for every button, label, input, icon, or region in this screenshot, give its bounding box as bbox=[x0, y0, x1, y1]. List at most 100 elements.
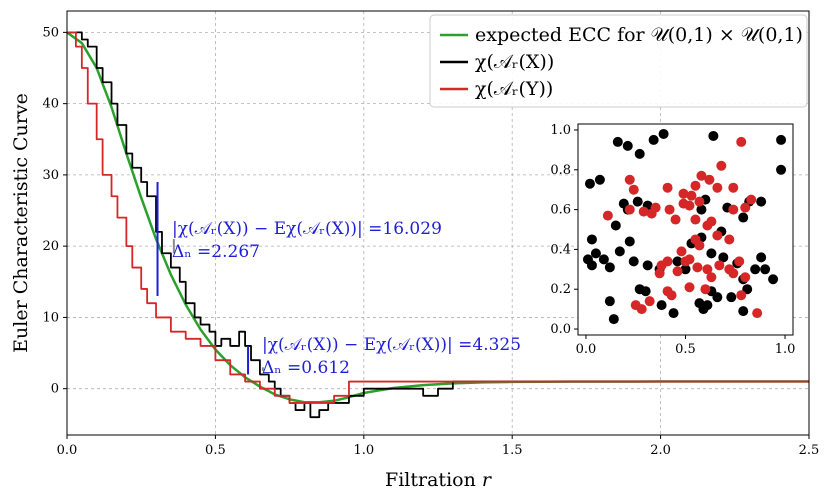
inset-point-y bbox=[702, 264, 713, 275]
inset-point-x bbox=[628, 256, 639, 267]
inset-point-y bbox=[624, 174, 635, 185]
inset-point-y bbox=[672, 266, 683, 277]
inset-x-tick-label: 1.0 bbox=[775, 342, 796, 357]
inset-point-x bbox=[750, 264, 761, 275]
inset-point-y bbox=[638, 206, 649, 217]
inset-point-y bbox=[706, 216, 717, 227]
inset-point-x bbox=[738, 306, 749, 317]
inset-point-y bbox=[628, 184, 639, 195]
inset-point-y bbox=[690, 180, 701, 191]
inset-point-y bbox=[694, 240, 705, 251]
inset-point-y bbox=[700, 284, 711, 295]
ecc-y-line bbox=[67, 31, 809, 404]
inset-point-y bbox=[728, 182, 739, 193]
annotation-delta-1: Δₙ =2.267 bbox=[172, 242, 260, 262]
annotation-bars bbox=[156, 182, 264, 375]
inset-point-y bbox=[678, 188, 689, 199]
inset-ticks: 0.0 0.5 1.0 0.0 0.2 0.4 0.6 0.8 1.0 bbox=[550, 123, 795, 357]
inset-y-tick-label: 1.0 bbox=[550, 123, 571, 138]
legend: expected ECC for 𝒰(0,1) × 𝒰(0,1) χ(𝒜ᵣ(X)… bbox=[429, 14, 808, 108]
x-tick-label: 0.0 bbox=[57, 443, 78, 458]
inset-point-x bbox=[718, 252, 729, 263]
inset-point-y bbox=[602, 210, 613, 221]
inset-point-x bbox=[612, 136, 623, 147]
inset-scatter: 0.0 0.5 1.0 0.0 0.2 0.4 0.6 0.8 1.0 bbox=[550, 123, 795, 357]
inset-point-y bbox=[662, 182, 673, 193]
inset-point-y bbox=[734, 256, 745, 267]
inset-point-x bbox=[586, 260, 597, 271]
inset-point-y bbox=[712, 230, 723, 241]
y-tick-label: 10 bbox=[42, 310, 59, 325]
inset-point-y bbox=[728, 268, 739, 279]
inset-x-tick-label: 0.0 bbox=[576, 342, 597, 357]
inset-point-x bbox=[694, 298, 705, 309]
y-tick-label: 50 bbox=[42, 25, 59, 40]
x-tick-label: 1.5 bbox=[502, 443, 523, 458]
inset-point-y bbox=[696, 170, 707, 181]
inset-y-tick-label: 0.6 bbox=[550, 203, 571, 218]
inset-point-x bbox=[738, 212, 749, 223]
inset-points bbox=[582, 128, 787, 325]
inset-x-tick-label: 0.5 bbox=[675, 342, 696, 357]
inset-point-y bbox=[728, 204, 739, 215]
inset-point-x bbox=[668, 308, 679, 319]
legend-label-x: χ(𝒜ᵣ(X)) bbox=[475, 51, 554, 73]
inset-point-x bbox=[756, 196, 767, 207]
inset-point-y bbox=[690, 214, 701, 225]
inset-point-y bbox=[694, 196, 705, 207]
inset-y-tick-label: 0.8 bbox=[550, 163, 571, 178]
inset-point-x bbox=[776, 164, 787, 175]
y-tick-label: 0 bbox=[51, 382, 59, 397]
inset-point-y bbox=[636, 304, 647, 315]
inset-point-x bbox=[658, 128, 669, 139]
inset-point-y bbox=[706, 272, 717, 283]
legend-label-expected: expected ECC for 𝒰(0,1) × 𝒰(0,1) bbox=[475, 24, 803, 46]
legend-box bbox=[429, 14, 808, 108]
inset-point-x bbox=[640, 286, 651, 297]
inset-point-y bbox=[692, 262, 703, 273]
inset-point-y bbox=[624, 204, 635, 215]
inset-point-x bbox=[614, 246, 625, 257]
inset-point-y bbox=[684, 282, 695, 293]
inset-point-y bbox=[676, 246, 687, 257]
inset-point-y bbox=[670, 214, 681, 225]
inset-point-x bbox=[590, 248, 601, 259]
y-ticks: 0 10 20 30 40 50 bbox=[42, 25, 67, 397]
inset-point-y bbox=[684, 200, 695, 211]
plot-frame bbox=[66, 10, 810, 436]
inset-point-x bbox=[622, 140, 633, 151]
inset-point-x bbox=[656, 300, 667, 311]
inset-point-x bbox=[712, 292, 723, 303]
inset-point-x bbox=[648, 134, 659, 145]
y-tick-label: 20 bbox=[42, 239, 59, 254]
inset-point-y bbox=[644, 296, 655, 307]
inset-point-y bbox=[656, 260, 667, 271]
inset-point-y bbox=[712, 182, 723, 193]
inset-y-tick-label: 0.2 bbox=[550, 282, 571, 297]
inset-point-x bbox=[680, 264, 691, 275]
inset-point-y bbox=[724, 234, 735, 245]
annotation-ecc-diff-1: |χ(𝒜ᵣ(X)) − Eχ(𝒜ᵣ(X))| =16.029 bbox=[172, 219, 442, 239]
series-lines bbox=[66, 31, 809, 419]
inset-point-y bbox=[736, 136, 747, 147]
inset-point-x bbox=[604, 262, 615, 273]
inset-point-y bbox=[666, 290, 677, 301]
inset-point-x bbox=[702, 300, 713, 311]
inset-y-tick-label: 0.4 bbox=[550, 242, 571, 257]
inset-point-x bbox=[584, 178, 595, 189]
inset-point-x bbox=[598, 254, 609, 265]
inset-point-x bbox=[756, 252, 767, 263]
inset-point-y bbox=[740, 272, 751, 283]
legend-label-y: χ(𝒜ᵣ(Y)) bbox=[475, 78, 553, 100]
inset-point-y bbox=[740, 202, 751, 213]
y-tick-label: 30 bbox=[42, 168, 59, 183]
x-tick-label: 2.5 bbox=[799, 443, 820, 458]
x-tick-label: 2.0 bbox=[650, 443, 671, 458]
inset-point-y bbox=[646, 208, 657, 219]
inset-point-x bbox=[594, 174, 605, 185]
inset-point-y bbox=[752, 308, 763, 319]
inset-point-x bbox=[632, 196, 643, 207]
x-axis-label: Filtration 𝑟 bbox=[385, 469, 493, 491]
inset-point-y bbox=[680, 256, 691, 267]
inset-point-x bbox=[624, 236, 635, 247]
